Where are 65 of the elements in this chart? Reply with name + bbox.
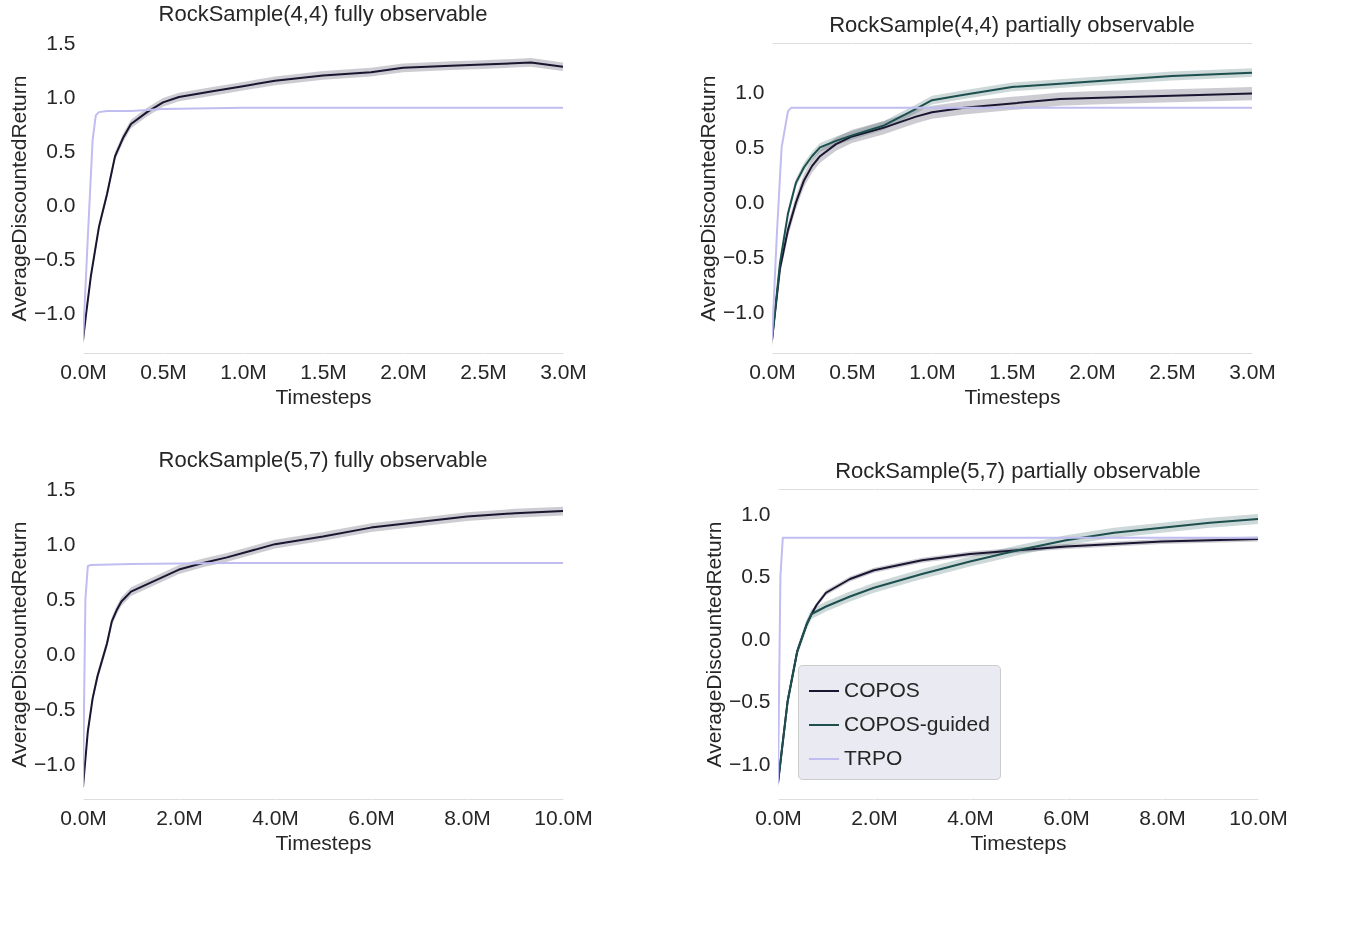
chart-title: RockSample(4,4) fully observable: [158, 1, 488, 26]
y-tick-label: −1.0: [34, 300, 76, 324]
x-tick-label: 2.0M: [380, 359, 427, 383]
x-tick-label: 1.5M: [300, 359, 347, 383]
y-tick-label: −0.5: [34, 697, 76, 721]
x-tick-label: 0.0M: [749, 359, 796, 383]
y-tick-label: 1.0: [741, 501, 771, 525]
y-tick-label: 0.5: [735, 134, 765, 158]
x-axis-title: Timesteps: [275, 830, 372, 854]
x-axis-title: Timesteps: [970, 830, 1067, 854]
x-axis-title: Timesteps: [964, 384, 1061, 408]
x-tick-label: 6.0M: [1043, 805, 1090, 829]
x-tick-label: 1.5M: [989, 359, 1036, 383]
x-tick-label: 0.0M: [60, 359, 107, 383]
x-tick-label: 3.0M: [1229, 359, 1276, 383]
legend-label: COPOS: [844, 678, 920, 701]
x-tick-label: 2.0M: [156, 805, 203, 829]
x-tick-label: 1.0M: [220, 359, 267, 383]
x-tick-label: 8.0M: [1139, 805, 1186, 829]
x-tick-label: 0.0M: [755, 805, 802, 829]
y-tick-label: 0.0: [741, 626, 771, 650]
y-tick-label: 0.5: [46, 586, 76, 610]
x-tick-label: 4.0M: [947, 805, 994, 829]
x-tick-label: 2.0M: [1069, 359, 1116, 383]
y-tick-label: 0.0: [46, 192, 76, 216]
x-tick-label: 2.5M: [460, 359, 507, 383]
y-tick-label: 1.0: [735, 79, 765, 103]
y-tick-label: −0.5: [34, 246, 76, 270]
x-axis-title: Timesteps: [275, 384, 372, 408]
x-tick-label: 6.0M: [348, 805, 395, 829]
x-tick-label: 3.0M: [540, 359, 587, 383]
line-series: [83, 561, 563, 788]
y-tick-label: 0.0: [735, 189, 765, 213]
x-tick-label: 2.5M: [1149, 359, 1196, 383]
chart-title: RockSample(5,7) fully observable: [158, 447, 488, 472]
y-tick-label: −0.5: [729, 689, 771, 712]
x-tick-label: 8.0M: [444, 805, 491, 829]
y-tick-label: 1.0: [46, 531, 76, 555]
y-tick-label: 1.5: [46, 30, 76, 54]
chart-title: RockSample(4,4) partially observable: [829, 12, 1195, 37]
y-tick-label: −0.5: [723, 244, 765, 268]
x-tick-label: 0.5M: [140, 359, 187, 383]
y-tick-label: −1.0: [729, 751, 771, 775]
x-tick-label: 0.0M: [60, 805, 107, 829]
y-tick-label: 0.0: [46, 641, 76, 665]
y-tick-label: 1.5: [46, 476, 76, 500]
x-tick-label: 10.0M: [1229, 805, 1288, 829]
y-tick-label: 0.5: [741, 564, 771, 587]
y-axis-title: AverageDiscountedReturn: [7, 75, 31, 322]
y-axis-title: AverageDiscountedReturn: [696, 75, 720, 322]
x-tick-label: 2.0M: [851, 805, 898, 829]
y-tick-label: 0.5: [46, 138, 76, 162]
y-tick-label: −1.0: [723, 299, 765, 323]
x-tick-label: 0.5M: [829, 359, 876, 383]
legend-label: COPOS-guided: [844, 712, 990, 735]
legend-label: TRPO: [844, 746, 903, 769]
x-tick-label: 4.0M: [252, 805, 299, 829]
y-axis-title: AverageDiscountedReturn: [702, 521, 726, 768]
line-series: [83, 106, 563, 342]
chart-title: RockSample(5,7) partially observable: [835, 458, 1201, 483]
y-tick-label: 1.0: [46, 84, 76, 108]
y-tick-label: −1.0: [34, 752, 76, 776]
x-tick-label: 10.0M: [534, 805, 593, 829]
x-tick-label: 1.0M: [909, 359, 956, 383]
y-axis-title: AverageDiscountedReturn: [7, 521, 31, 768]
